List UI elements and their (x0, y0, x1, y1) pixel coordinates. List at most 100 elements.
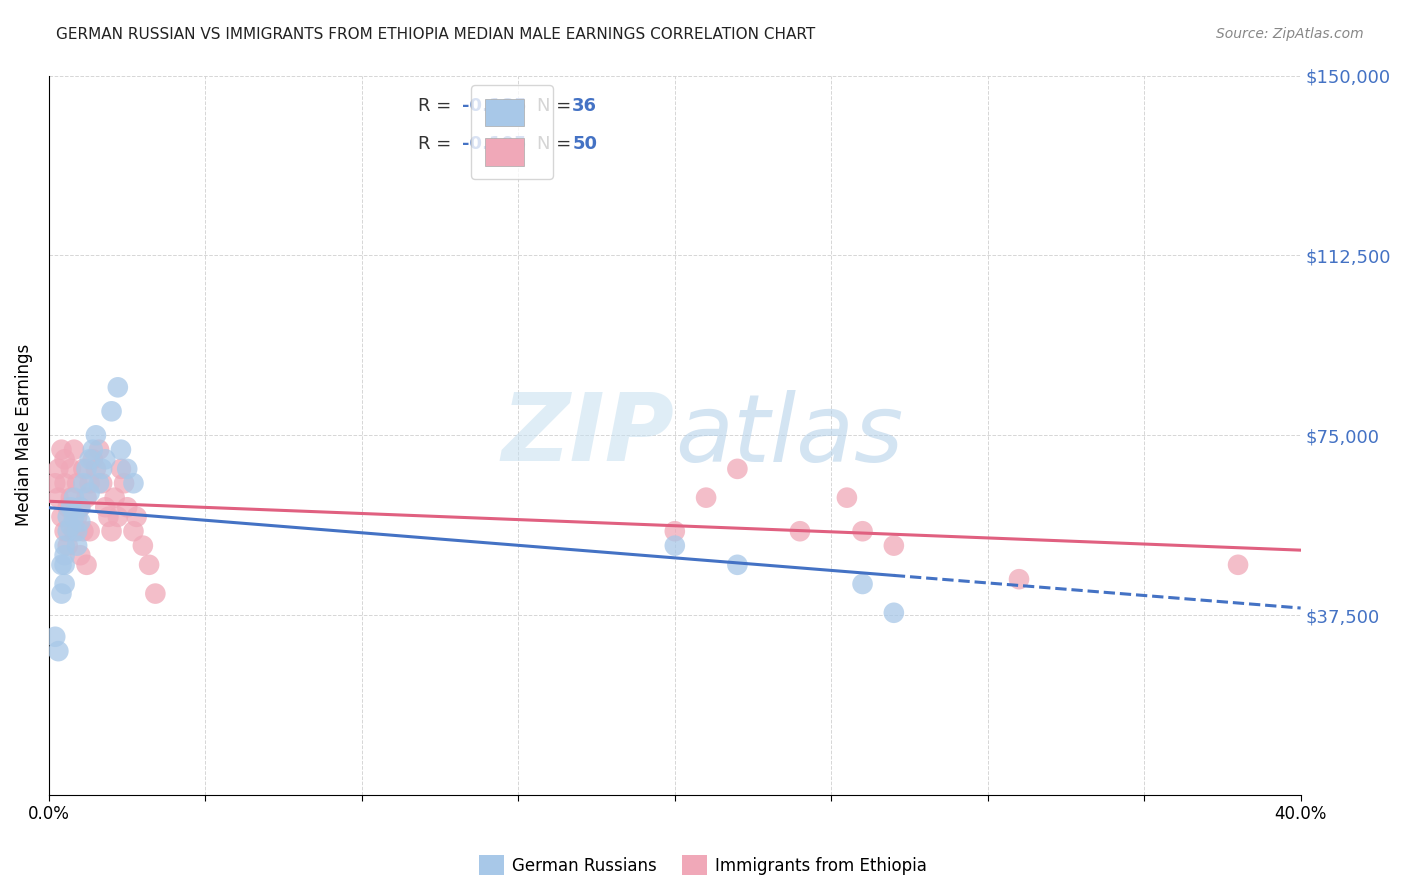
Point (107, 380, 129, 394)
Text: R =: R = (418, 135, 457, 153)
Point (87, 476, 110, 491)
Point (115, 462, 138, 476)
Point (94, 500, 117, 515)
Point (87, 442, 110, 457)
Point (44, 630, 66, 644)
Text: N =: N = (537, 135, 576, 153)
Point (125, 509, 148, 524)
Point (76, 491, 98, 505)
Point (48, 491, 70, 505)
Text: 50: 50 (572, 135, 598, 153)
Point (56, 539, 79, 553)
Point (59, 491, 82, 505)
Text: N =: N = (537, 96, 576, 115)
Point (53, 524, 76, 539)
Point (883, 606, 905, 620)
Point (1008, 572, 1031, 586)
Point (79, 524, 101, 539)
Point (44, 476, 66, 491)
Point (56, 524, 79, 539)
Point (100, 404, 122, 418)
Point (53, 548, 76, 562)
Point (97, 509, 120, 524)
Point (122, 524, 145, 539)
Point (110, 462, 132, 476)
Legend: , : , (471, 86, 553, 179)
Point (851, 524, 873, 539)
Point (79, 452, 101, 467)
Point (84, 428, 107, 442)
Text: GERMAN RUSSIAN VS IMMIGRANTS FROM ETHIOPIA MEDIAN MALE EARNINGS CORRELATION CHAR: GERMAN RUSSIAN VS IMMIGRANTS FROM ETHIOP… (56, 27, 815, 42)
Point (51, 509, 73, 524)
Point (69, 515, 91, 529)
Point (84, 462, 107, 476)
Text: -0.105: -0.105 (463, 135, 526, 153)
Point (66, 539, 89, 553)
Point (53, 452, 76, 467)
Text: 36: 36 (572, 96, 598, 115)
Point (53, 577, 76, 591)
Point (664, 539, 686, 553)
Text: ZIP: ZIP (502, 389, 675, 482)
Text: Source: ZipAtlas.com: Source: ZipAtlas.com (1216, 27, 1364, 41)
Y-axis label: Median Male Earnings: Median Male Earnings (15, 344, 32, 526)
Point (725, 462, 748, 476)
Point (51, 442, 73, 457)
Point (132, 539, 155, 553)
Point (48, 644, 70, 658)
Point (94, 452, 117, 467)
Point (48, 462, 70, 476)
Point (76, 558, 98, 572)
Point (59, 462, 82, 476)
Point (100, 524, 122, 539)
Point (883, 539, 905, 553)
Point (789, 524, 811, 539)
Point (56, 500, 79, 515)
Point (91, 462, 114, 476)
Point (76, 462, 98, 476)
Point (107, 509, 129, 524)
Point (72, 476, 94, 491)
Point (59, 500, 82, 515)
Point (79, 486, 101, 500)
Legend: German Russians, Immigrants from Ethiopia: German Russians, Immigrants from Ethiopi… (471, 847, 935, 884)
Point (91, 476, 114, 491)
Point (69, 500, 91, 515)
Point (63, 524, 86, 539)
Point (122, 476, 145, 491)
Point (115, 500, 138, 515)
Point (851, 577, 873, 591)
Point (51, 586, 73, 600)
Point (53, 476, 76, 491)
Point (1227, 558, 1250, 572)
Point (82, 452, 104, 467)
Point (112, 476, 135, 491)
Point (145, 586, 167, 600)
Point (51, 558, 73, 572)
Point (56, 509, 79, 524)
Point (69, 548, 91, 562)
Point (63, 509, 86, 524)
Point (72, 462, 94, 476)
Text: atlas: atlas (675, 390, 903, 481)
Point (63, 491, 86, 505)
Point (664, 524, 686, 539)
Point (63, 442, 86, 457)
Text: R =: R = (418, 96, 457, 115)
Point (53, 539, 76, 553)
Point (53, 558, 76, 572)
Point (66, 476, 89, 491)
Point (695, 491, 717, 505)
Point (110, 442, 132, 457)
Point (104, 491, 127, 505)
Point (66, 509, 89, 524)
Point (59, 519, 82, 533)
Point (79, 476, 101, 491)
Point (835, 491, 858, 505)
Text: -0.185: -0.185 (463, 96, 526, 115)
Point (72, 524, 94, 539)
Point (69, 500, 91, 515)
Point (138, 558, 160, 572)
Point (725, 558, 748, 572)
Point (82, 442, 104, 457)
